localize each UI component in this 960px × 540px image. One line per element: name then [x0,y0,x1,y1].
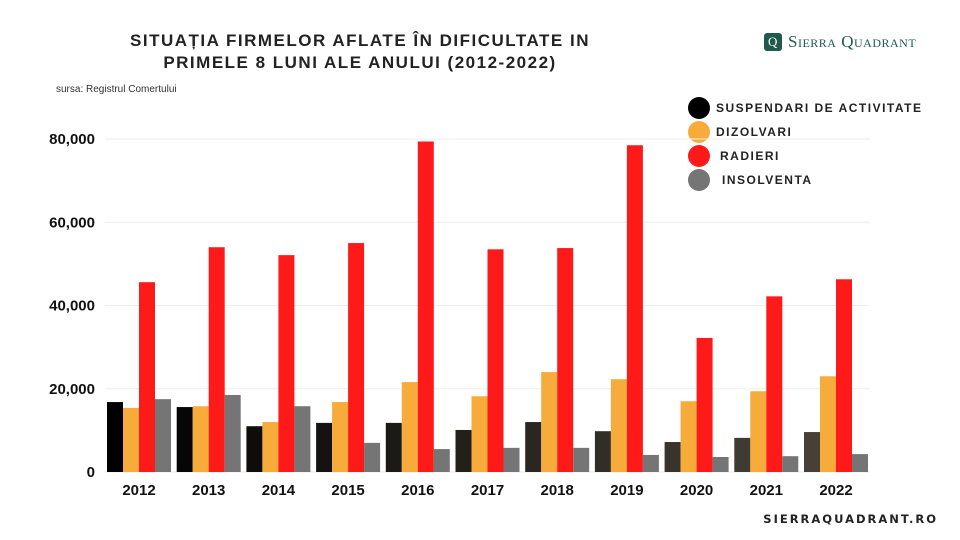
bar-dizolvari-2015 [332,402,349,472]
bar-dizolvari-2020 [680,401,697,472]
x-tick-label: 2019 [610,482,643,499]
logo-text: Sierra Quadrant [788,32,917,51]
y-tick-label: 60,000 [49,214,95,231]
x-tick-label: 2020 [680,482,713,499]
bar-radieri-2012 [139,282,155,472]
logo: Q Sierra Quadrant [764,32,916,52]
bar-suspendari-de-activitate-2020 [664,442,681,472]
bar-insolventa-2017 [503,447,520,472]
legend-label: INSOLVENTA [722,173,813,187]
legend-swatch [688,121,710,143]
x-tick-label: 2013 [192,482,225,499]
bar-insolventa-2013 [224,394,241,472]
bar-radieri-2017 [487,249,504,472]
bar-suspendari-de-activitate-2012 [107,402,123,472]
y-tick-label: 20,000 [49,381,95,398]
bar-suspendari-de-activitate-2013 [176,407,193,472]
y-tick-label: 80,000 [49,131,95,148]
bar-insolventa-2020 [712,457,729,472]
x-tick-label: 2018 [541,482,574,499]
bar-dizolvari-2016 [401,382,418,472]
bar-insolventa-2012 [155,399,171,472]
y-tick-label: 0 [87,464,95,481]
chart-title: SITUAȚIA FIRMELOR AFLATE ÎN DIFICULTATE … [40,30,680,74]
bar-radieri-2018 [557,248,574,472]
bar-radieri-2020 [696,337,713,472]
bar-radieri-2016 [417,141,434,472]
source-note: sursa: Registrul Comertului [56,84,177,95]
bar-radieri-2019 [626,145,643,472]
x-tick-label: 2015 [331,482,364,499]
legend-item-dizolvari: DIZOLVARI [688,120,922,144]
bar-dizolvari-2014 [262,422,279,472]
x-tick-label: 2014 [262,482,296,499]
legend-label: SUSPENDARI DE ACTIVITATE [716,101,923,115]
website-footer: SIERRAQUADRANT.RO [763,512,938,526]
legend-label: DIZOLVARI [716,125,793,139]
legend-swatch [688,169,710,191]
x-tick-label: 2017 [471,482,504,499]
bar-suspendari-de-activitate-2016 [385,422,402,472]
bar-insolventa-2014 [294,406,311,472]
bar-insolventa-2019 [642,454,659,472]
bar-radieri-2021 [766,296,783,472]
legend-item-suspendari: SUSPENDARI DE ACTIVITATE [688,96,922,120]
bar-dizolvari-2013 [192,406,209,472]
legend-swatch [688,97,710,119]
x-tick-label: 2022 [819,482,852,499]
bar-radieri-2013 [208,247,225,472]
bar-insolventa-2018 [573,447,590,472]
bar-radieri-2014 [278,255,295,472]
bar-suspendari-de-activitate-2021 [734,437,751,472]
legend: SUSPENDARI DE ACTIVITATE DIZOLVARI RADIE… [688,96,922,192]
bar-radieri-2015 [348,243,365,472]
bar-dizolvari-2019 [610,379,627,472]
bar-dizolvari-2017 [471,396,488,472]
bar-insolventa-2015 [364,442,381,472]
bar-dizolvari-2012 [123,407,139,472]
x-tick-label: 2021 [750,482,783,499]
bar-suspendari-de-activitate-2017 [455,429,472,472]
title-line-2: PRIMELE 8 LUNI ALE ANULUI (2012-2022) [163,53,557,72]
title-line-1: SITUAȚIA FIRMELOR AFLATE ÎN DIFICULTATE … [130,31,590,50]
bar-dizolvari-2022 [820,376,836,472]
legend-swatch [688,145,710,167]
bar-suspendari-de-activitate-2019 [594,431,611,472]
bar-suspendari-de-activitate-2018 [525,422,542,472]
logo-icon: Q [764,33,782,51]
legend-item-radieri: RADIERI [688,144,922,168]
bar-insolventa-2021 [782,456,799,472]
x-tick-label: 2016 [401,482,434,499]
legend-item-insolventa: INSOLVENTA [688,168,922,192]
bar-insolventa-2022 [852,454,868,472]
bar-suspendari-de-activitate-2022 [804,432,820,472]
y-tick-label: 40,000 [49,298,95,315]
bar-suspendari-de-activitate-2015 [316,422,333,472]
bar-dizolvari-2021 [750,391,767,472]
bar-dizolvari-2018 [541,372,558,472]
bar-suspendari-de-activitate-2014 [246,426,263,472]
x-tick-label: 2012 [122,482,155,499]
bar-radieri-2022 [836,279,852,472]
legend-label: RADIERI [720,149,780,163]
bar-insolventa-2016 [433,449,450,472]
